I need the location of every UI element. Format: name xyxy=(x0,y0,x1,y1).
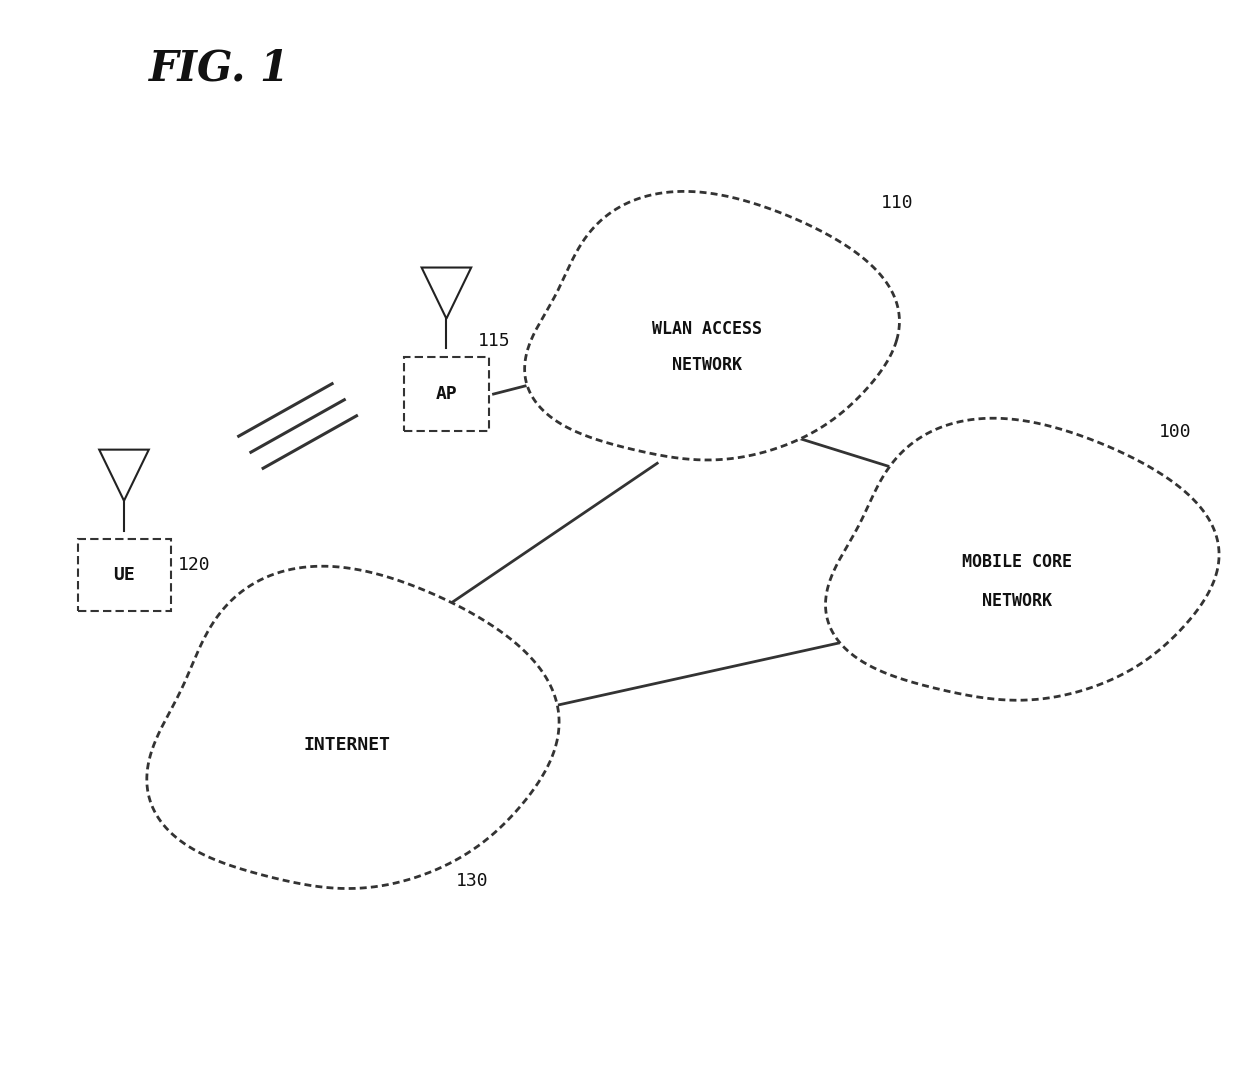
Text: 110: 110 xyxy=(880,194,913,212)
FancyBboxPatch shape xyxy=(77,539,171,611)
Text: 130: 130 xyxy=(456,872,489,890)
Text: MOBILE CORE: MOBILE CORE xyxy=(962,553,1071,571)
Text: AP: AP xyxy=(435,386,458,403)
Text: 100: 100 xyxy=(1159,423,1192,441)
Text: UE: UE xyxy=(113,567,135,584)
Polygon shape xyxy=(826,419,1219,701)
Text: 120: 120 xyxy=(177,556,210,574)
FancyBboxPatch shape xyxy=(404,357,489,431)
Polygon shape xyxy=(146,567,559,888)
Text: FIG. 1: FIG. 1 xyxy=(149,48,290,89)
Text: 115: 115 xyxy=(477,332,510,350)
Text: INTERNET: INTERNET xyxy=(304,737,391,754)
Polygon shape xyxy=(525,192,899,460)
Text: NETWORK: NETWORK xyxy=(982,592,1052,610)
Text: WLAN ACCESS: WLAN ACCESS xyxy=(652,320,761,338)
Text: NETWORK: NETWORK xyxy=(672,357,742,374)
